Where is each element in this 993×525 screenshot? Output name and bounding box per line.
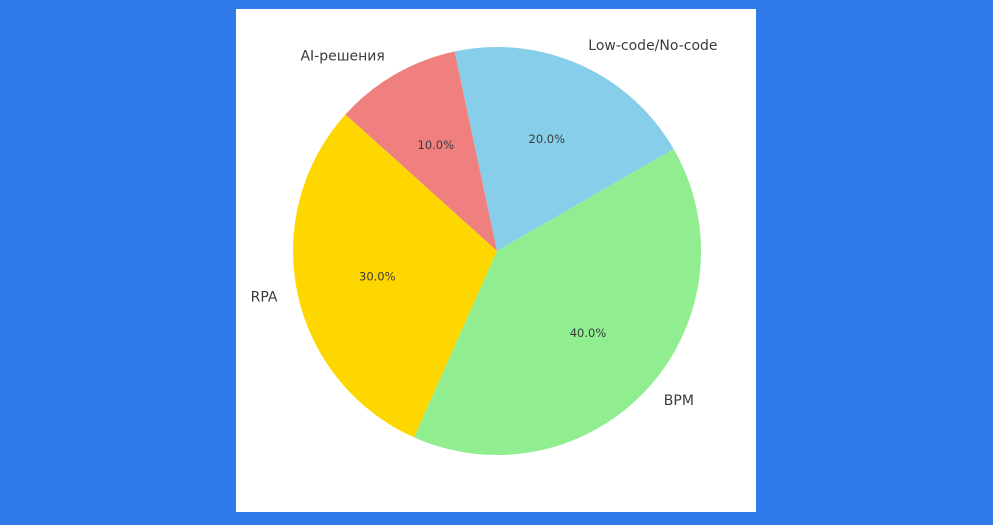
- slice-pct-label: 30.0%: [359, 269, 396, 283]
- pie-slice-2: [293, 114, 497, 438]
- pie-slice-3: [414, 149, 701, 455]
- pie-slice-1: [345, 51, 497, 252]
- slice-name-label: Low-code/No-code: [588, 38, 717, 54]
- pie-slice-0: [454, 47, 674, 251]
- slice-name-label: RPA: [251, 290, 278, 306]
- slice-name-label: BPM: [664, 393, 694, 409]
- slice-pct-label: 20.0%: [529, 132, 566, 146]
- pie-chart: 20.0% Low-code/No-code 10.0% AI-решения 30.0…: [251, 38, 718, 455]
- slice-pct-label: 40.0%: [570, 326, 607, 340]
- slice-name-label: AI-решения: [300, 49, 384, 65]
- slice-pct-label: 10.0%: [418, 138, 455, 152]
- pie-labels: 20.0% Low-code/No-code 10.0% AI-решения 30.0…: [251, 38, 718, 409]
- pie-chart-figure: 20.0% Low-code/No-code 10.0% AI-решения 30.0…: [236, 9, 756, 512]
- pie-slices: [293, 47, 701, 455]
